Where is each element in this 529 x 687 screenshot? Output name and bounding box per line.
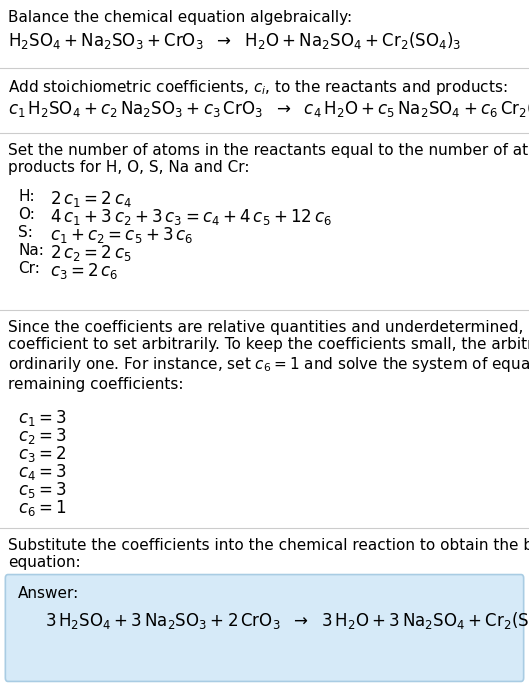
Text: $c_1 = 3$: $c_1 = 3$ <box>18 408 67 428</box>
Text: Balance the chemical equation algebraically:: Balance the chemical equation algebraica… <box>8 10 352 25</box>
Text: Answer:: Answer: <box>18 586 79 601</box>
Text: $c_1\,\mathregular{H_2SO_4} + c_2\,\mathregular{Na_2SO_3} + c_3\,\mathregular{Cr: $c_1\,\mathregular{H_2SO_4} + c_2\,\math… <box>8 98 529 119</box>
Text: Cr:: Cr: <box>18 261 40 276</box>
Text: Since the coefficients are relative quantities and underdetermined, choose a
coe: Since the coefficients are relative quan… <box>8 320 529 392</box>
FancyBboxPatch shape <box>5 574 524 682</box>
Text: $2\,c_1 = 2\,c_4$: $2\,c_1 = 2\,c_4$ <box>50 189 132 209</box>
Text: S:: S: <box>18 225 33 240</box>
Text: Set the number of atoms in the reactants equal to the number of atoms in the
pro: Set the number of atoms in the reactants… <box>8 143 529 175</box>
Text: $c_3 = 2$: $c_3 = 2$ <box>18 444 67 464</box>
Text: $4\,c_1 + 3\,c_2 + 3\,c_3 = c_4 + 4\,c_5 + 12\,c_6$: $4\,c_1 + 3\,c_2 + 3\,c_3 = c_4 + 4\,c_5… <box>50 207 332 227</box>
Text: Add stoichiometric coefficients, $c_i$, to the reactants and products:: Add stoichiometric coefficients, $c_i$, … <box>8 78 508 97</box>
Text: Na:: Na: <box>18 243 44 258</box>
Text: $c_2 = 3$: $c_2 = 3$ <box>18 426 67 446</box>
Text: $c_5 = 3$: $c_5 = 3$ <box>18 480 67 500</box>
Text: $c_3 = 2\,c_6$: $c_3 = 2\,c_6$ <box>50 261 118 281</box>
Text: H:: H: <box>18 189 34 204</box>
Text: Substitute the coefficients into the chemical reaction to obtain the balanced
eq: Substitute the coefficients into the che… <box>8 538 529 570</box>
Text: $2\,c_2 = 2\,c_5$: $2\,c_2 = 2\,c_5$ <box>50 243 132 263</box>
Text: $c_6 = 1$: $c_6 = 1$ <box>18 498 67 518</box>
Text: $3\,\mathregular{H_2SO_4} + 3\,\mathregular{Na_2SO_3} + 2\,\mathregular{CrO_3}$ : $3\,\mathregular{H_2SO_4} + 3\,\mathregu… <box>45 610 529 631</box>
Text: O:: O: <box>18 207 35 222</box>
Text: $\mathregular{H_2SO_4 + Na_2SO_3 + CrO_3}$  $\rightarrow$  $\mathregular{H_2O + : $\mathregular{H_2SO_4 + Na_2SO_3 + CrO_3… <box>8 30 461 51</box>
Text: $c_1 + c_2 = c_5 + 3\,c_6$: $c_1 + c_2 = c_5 + 3\,c_6$ <box>50 225 194 245</box>
Text: $c_4 = 3$: $c_4 = 3$ <box>18 462 67 482</box>
